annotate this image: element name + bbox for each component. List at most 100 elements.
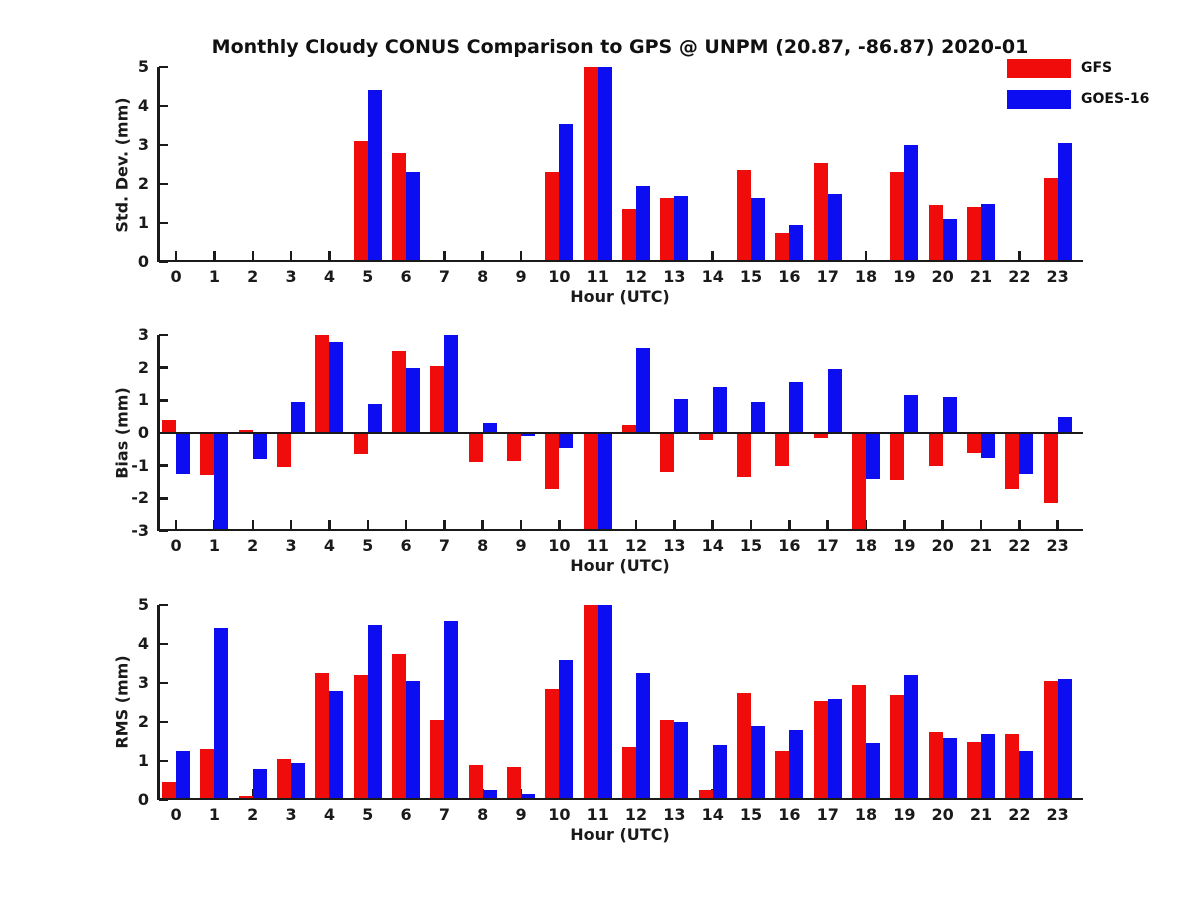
goes16-bar-h0: [176, 433, 191, 474]
y-tick-label-0: 0: [137, 790, 149, 809]
x-tick-5: [366, 520, 369, 529]
x-tick-label-22: 22: [1008, 805, 1031, 824]
gfs-bar-h1: [200, 433, 215, 476]
x-tick-label-13: 13: [663, 267, 686, 286]
gfs-bar-h12: [622, 424, 637, 433]
x-tick-label-2: 2: [247, 536, 259, 555]
gfs-bar-h6: [392, 351, 407, 433]
bottom-spine: [157, 797, 1083, 800]
y-tick-1: [159, 221, 168, 225]
goes16-bar-h16: [789, 729, 804, 800]
x-tick-label-3: 3: [285, 536, 297, 555]
y-tick-label-5: 5: [137, 595, 149, 614]
y-tick-label-3: 3: [137, 135, 149, 154]
goes16-bar-h12: [636, 348, 651, 433]
x-tick-label-22: 22: [1008, 536, 1031, 555]
goes16-bar-h4: [329, 690, 344, 800]
y-tick--2: [159, 497, 168, 500]
x-tick-label-23: 23: [1046, 267, 1069, 286]
goes16-bar-h12: [636, 185, 651, 262]
plot-area-bias: -3 -2 -1 0 1 2 3 0 1 2 3 4 5 6 7 8 9 10 11 12 13 14 15 16 17 18 19…: [131, 327, 1083, 554]
x-tick-1: [213, 251, 216, 260]
goes16-bar-h17: [827, 369, 842, 433]
x-tick-label-19: 19: [893, 805, 916, 824]
gfs-bar-h19: [890, 172, 905, 262]
plot-area-rms: 0 1 2 3 4 5 0 1 2 3 4 5 6 7 8 9 10 11 12 13 14 15 16 17 18 19 20 21…: [138, 597, 1083, 823]
gfs-bar-h5: [353, 141, 368, 262]
gfs-bar-h14: [698, 790, 713, 800]
gfs-bar-h0: [162, 782, 177, 800]
goes16-bar-h15: [751, 401, 766, 433]
legend-item-goes16: GOES-16: [1007, 89, 1149, 109]
goes16-bar-h0: [176, 751, 191, 800]
goes16-bar-h1: [214, 628, 229, 800]
gfs-bar-h2: [238, 429, 253, 433]
gfs-bar-h14: [698, 433, 713, 440]
x-tick-label-23: 23: [1046, 805, 1069, 824]
x-axis-label-bias: Hour (UTC): [570, 556, 670, 575]
x-tick-10: [558, 520, 561, 529]
y-tick-3: [159, 143, 168, 147]
gfs-bar-h20: [928, 205, 943, 262]
x-tick-label-7: 7: [438, 267, 450, 286]
goes16-bar-h17: [827, 193, 842, 262]
gfs-bar-h18: [852, 684, 867, 800]
gfs-bar-h8: [468, 764, 483, 800]
gfs-bar-h19: [890, 433, 905, 481]
gfs-bar-h17: [813, 433, 828, 438]
y-tick-label-4: 4: [137, 96, 149, 115]
goes16-bar-h21: [981, 203, 996, 262]
y-tick-label-1: 1: [137, 751, 149, 770]
gfs-bar-h13: [660, 433, 675, 473]
x-tick-23: [1056, 520, 1059, 529]
x-tick-22: [1018, 251, 1021, 260]
x-tick-label-12: 12: [624, 267, 648, 286]
goes16-bar-h23: [1057, 679, 1072, 800]
x-tick-label-19: 19: [893, 536, 916, 555]
gfs-bar-h22: [1005, 733, 1020, 800]
legend-label-gfs: GFS: [1081, 60, 1113, 76]
x-tick-label-6: 6: [400, 267, 412, 286]
x-tick-label-18: 18: [854, 267, 878, 286]
y-tick-4: [159, 642, 168, 646]
goes16-bar-h19: [904, 395, 919, 433]
gfs-bar-h12: [622, 209, 637, 262]
x-tick-9: [519, 251, 523, 260]
goes16-bar-h14: [712, 745, 727, 800]
goes16-bar-h22: [1019, 433, 1034, 474]
goes16-bar-h9: [521, 433, 536, 437]
y-tick-label-1: 1: [137, 213, 149, 232]
x-tick-label-15: 15: [739, 536, 763, 555]
x-tick-label-19: 19: [893, 267, 916, 286]
y-tick-4: [159, 104, 168, 108]
y-tick-label-4: 4: [137, 634, 149, 653]
gfs-bar-h11: [583, 605, 598, 800]
x-tick-label-21: 21: [969, 267, 993, 286]
y-tick-label-2: 2: [137, 174, 149, 193]
x-tick-label-2: 2: [247, 267, 259, 286]
x-tick-label-11: 11: [586, 805, 609, 824]
x-tick-label-13: 13: [663, 805, 686, 824]
y-tick-5: [159, 603, 168, 607]
y-tick-0: [159, 798, 168, 802]
y-tick-label--2: -2: [131, 488, 149, 508]
x-tick-19: [903, 520, 906, 529]
x-tick-label-9: 9: [515, 536, 527, 555]
x-tick-label-18: 18: [854, 805, 878, 824]
left-spine: [157, 67, 160, 262]
x-tick-label-20: 20: [931, 805, 954, 824]
gfs-bar-h5: [353, 675, 368, 800]
y-tick--3: [159, 529, 168, 533]
gfs-bar-h0: [162, 419, 177, 433]
gfs-bar-h4: [315, 335, 330, 433]
goes16-bar-h7: [444, 620, 459, 800]
x-axis-label-stddev: Hour (UTC): [570, 287, 670, 306]
gfs-bar-h20: [928, 731, 943, 800]
y-tick-0: [159, 260, 168, 264]
gfs-bar-h23: [1043, 178, 1058, 262]
x-tick-7: [443, 251, 446, 260]
gfs-bar-h15: [737, 692, 752, 800]
goes16-bar-h9: [521, 794, 536, 800]
x-tick-label-8: 8: [477, 805, 489, 824]
